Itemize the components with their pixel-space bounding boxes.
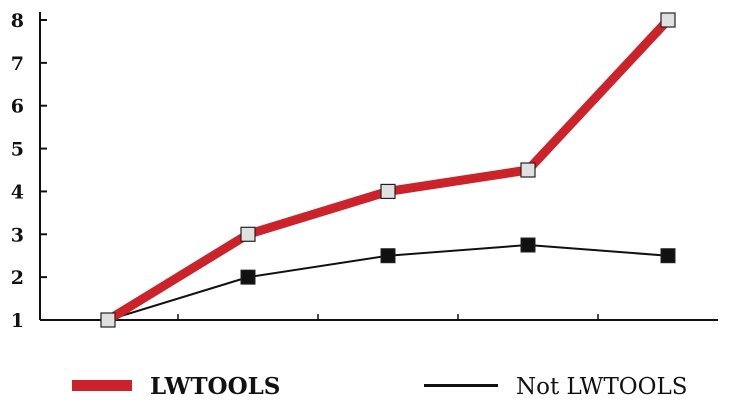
data-point-lwtools — [660, 12, 676, 28]
y-tick-label: 6 — [11, 96, 24, 118]
data-point-lwtools — [380, 183, 396, 200]
data-point-lwtools — [100, 312, 116, 328]
y-tick-label: 7 — [11, 53, 24, 75]
data-point-not-lwtools — [240, 269, 256, 285]
legend-swatch-lwtools — [72, 380, 132, 391]
series-line-lwtools — [103, 15, 673, 325]
data-point-not-lwtools — [660, 248, 676, 264]
legend-label-not-lwtools: Not LWTOOLS — [516, 374, 688, 400]
legend: LWTOOLS Not LWTOOLS — [72, 373, 688, 400]
data-point-not-lwtools — [380, 248, 396, 264]
series-layer — [100, 12, 676, 328]
y-tick-label: 5 — [11, 139, 24, 161]
y-tick-label: 2 — [11, 267, 24, 289]
data-point-lwtools — [240, 226, 256, 242]
y-tick-label: 4 — [11, 181, 24, 203]
data-point-lwtools — [520, 162, 536, 178]
y-tick-label: 3 — [11, 224, 24, 246]
data-point-not-lwtools — [520, 237, 536, 253]
legend-label-lwtools: LWTOOLS — [150, 373, 280, 400]
y-tick-label: 8 — [11, 10, 24, 32]
legend-swatch-not-lwtools — [424, 384, 498, 387]
y-tick-label: 1 — [11, 310, 24, 332]
axes: 1 2 3 4 5 6 7 8 — [11, 10, 718, 332]
